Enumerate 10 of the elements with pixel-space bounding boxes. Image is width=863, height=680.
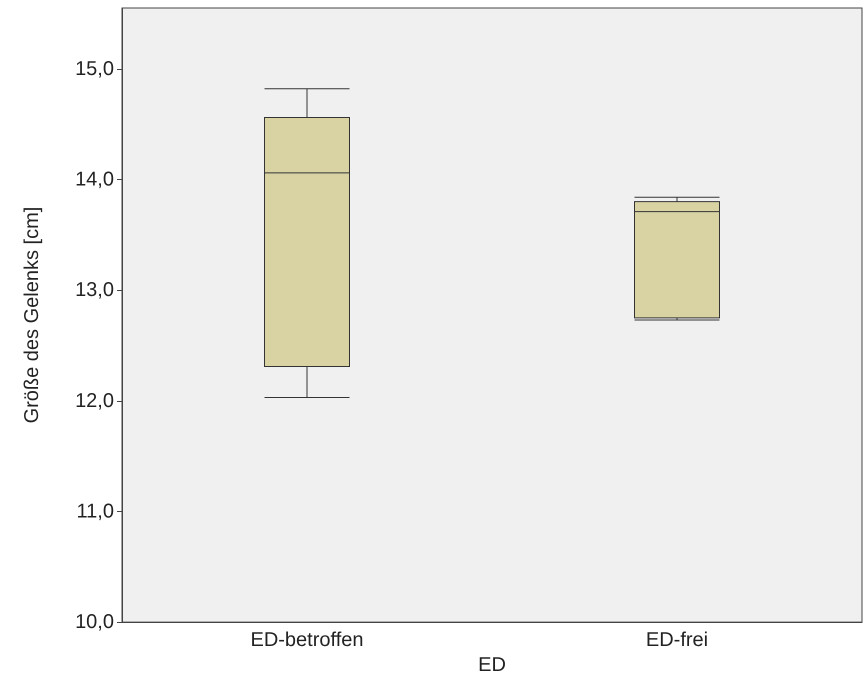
y-tick-label: 14,0 (75, 168, 114, 191)
y-tick-label: 10,0 (75, 611, 114, 634)
y-axis-title: Größe des Gelenks [cm] (21, 206, 43, 424)
y-tick-label: 13,0 (75, 279, 114, 302)
x-tick-label: ED-frei (646, 629, 708, 652)
x-axis-title: ED (478, 654, 506, 676)
x-tick-label: ED-betroffen (250, 629, 364, 652)
y-tick-label: 12,0 (75, 390, 114, 412)
y-tick-label: 15,0 (75, 58, 114, 80)
y-tick-label: 11,0 (76, 500, 114, 522)
